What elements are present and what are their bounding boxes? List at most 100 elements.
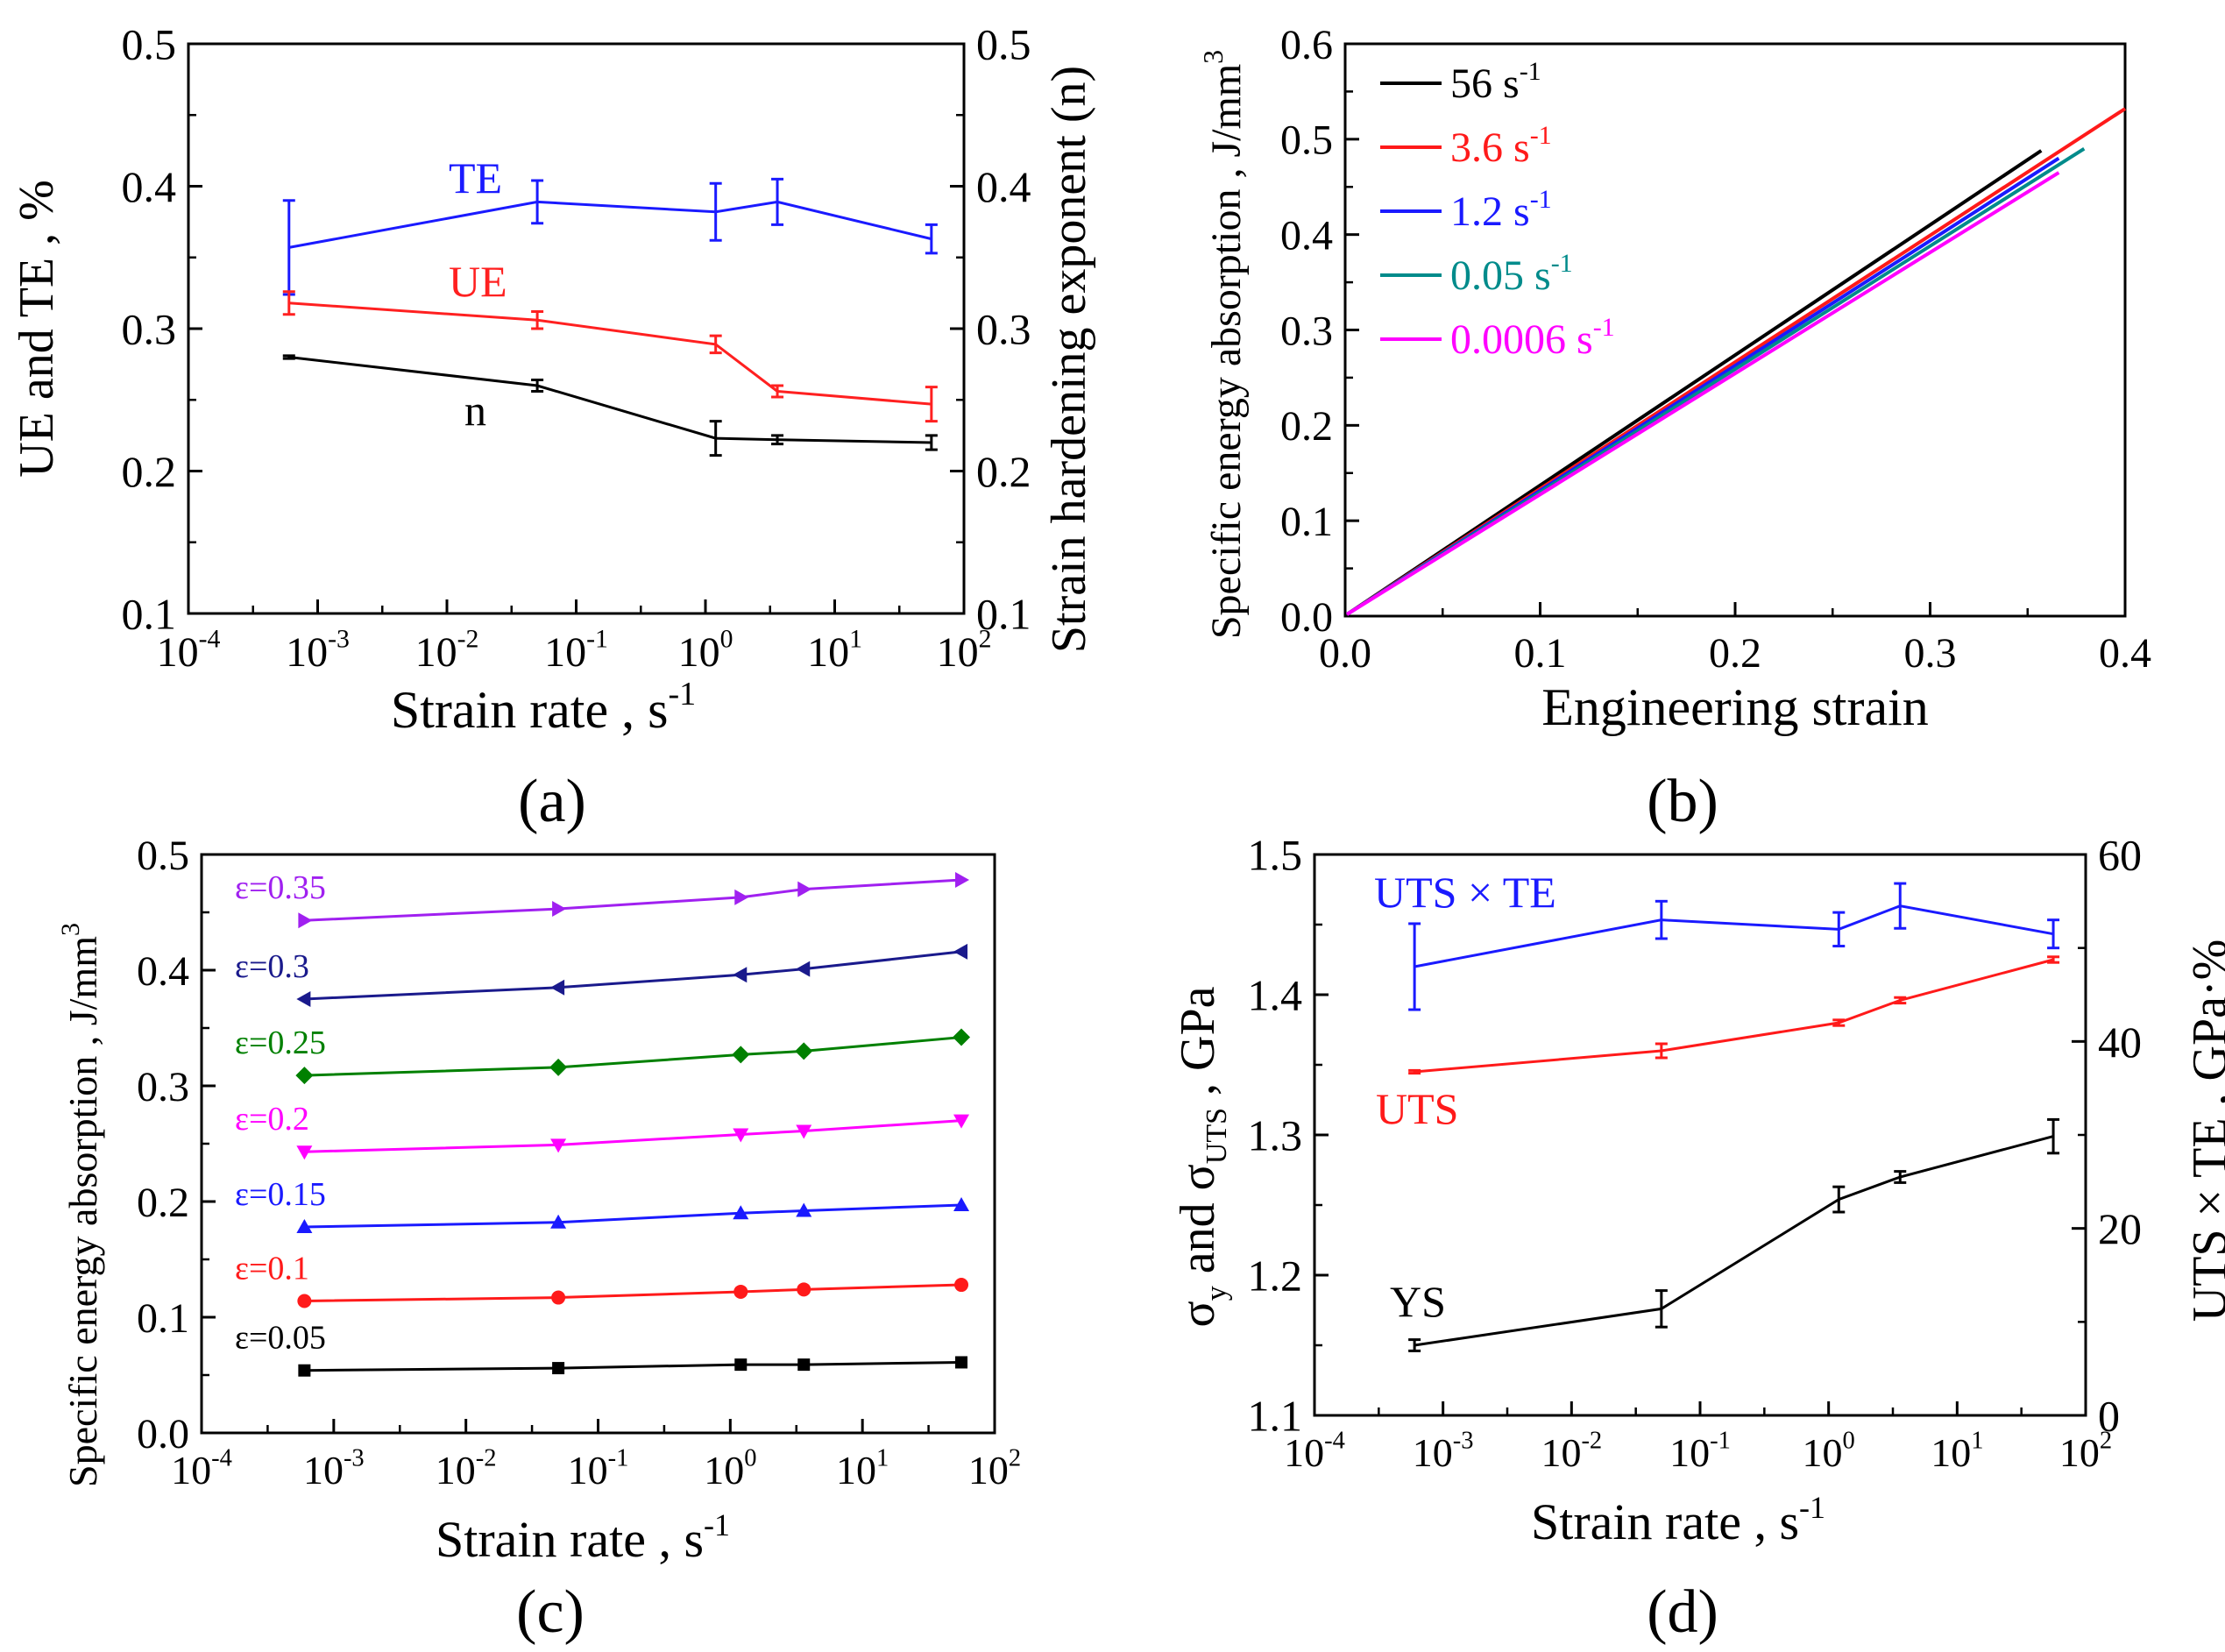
panel-c-xtick-label: 100 [704,1444,756,1492]
panel-a-ytick-label: 0.1 [122,590,177,639]
series-marker [552,1362,565,1375]
panel-b-xtick-label: 0.1 [1514,630,1567,677]
series-marker [953,943,968,960]
panel-a-ytick-label: 0.5 [122,20,177,69]
series-marker [797,881,812,897]
panel-a-xlabel: Strain rate , s-1 [391,676,696,739]
panel-d-xtick-label: 10-3 [1413,1427,1474,1475]
series-label: ε=0.3 [235,948,309,985]
series-label: ε=0.35 [235,869,326,906]
series-curve [1345,171,2060,616]
series-marker [550,1138,567,1153]
panel-b-ytick-label: 0.2 [1280,403,1333,450]
series-ue-line [288,301,932,406]
series-marker [732,1046,750,1064]
series-marker [296,1145,313,1160]
panel-d-xlabel: Strain rate , s-1 [1531,1490,1825,1550]
panel-c-ylabel: Specific energy absorption , J/mm3 [56,923,105,1487]
panel-b-xlabel: Engineering strain [1541,678,1929,736]
annotation-te: TE [449,153,502,202]
series-marker [298,912,313,929]
panel-a-ytick-label: 0.4 [122,162,177,211]
legend-label: 56 s-1 [1450,57,1541,107]
panel-b-ylabel: Specific energy absorption , J/mm3 [1197,50,1250,639]
panel-d-y2tick-label: 60 [2098,831,2142,880]
panel-b-xtick-label: 0.4 [2099,630,2151,677]
panel-c-ytick-label: 0.4 [137,948,189,995]
series-marker [733,1284,748,1299]
panel-d-xtick-label: 102 [2059,1427,2112,1475]
panel-a-label: (a) [518,768,586,835]
series-line [304,1203,962,1229]
panel-c-label: (c) [516,1578,585,1646]
panel-c-ytick-label: 0.2 [137,1180,189,1226]
panel-d-ylabel: σy and σUTS , GPa [1171,986,1233,1327]
panel-a: UE and TE , % Strain hardening exponent … [10,20,1096,836]
panel-a-ytick-label: 0.3 [122,305,177,354]
panel-a-xtick-label: 10-4 [157,624,221,676]
series-marker [296,991,311,1007]
panel-d: σy and σUTS , GPa UTS × TE , GPa·% Strai… [1171,831,2225,1647]
panel-b-xtick-label: 0.2 [1709,630,1761,677]
panel-b-ytick-label: 0.3 [1280,308,1333,354]
panel-a-xtick-label: 100 [678,624,733,676]
series-line [304,1283,962,1303]
series-marker [296,1219,313,1234]
series-line [304,1036,962,1077]
panel-b-ytick-label: 0.6 [1280,22,1333,68]
panel-d-label: (d) [1647,1578,1718,1646]
panel-a-frame [187,42,966,615]
panel-d-y2tick-label: 20 [2098,1204,2142,1253]
panel-a-y2tick-label: 0.1 [976,590,1031,639]
panel-d-ytick-label: 1.3 [1248,1111,1303,1160]
panel-c: Specific energy absorption , J/mm3 Strai… [56,833,1021,1646]
series-marker [796,1202,812,1217]
panel-a-y2tick-label: 0.5 [976,20,1031,69]
panel-b-ytick-label: 0.5 [1280,117,1333,164]
series-marker [953,1196,970,1211]
series-marker [954,1278,969,1293]
panel-d-xtick-label: 10-2 [1541,1427,1602,1475]
panel-c-xtick-label: 10-3 [303,1444,365,1492]
series-marker [953,1114,970,1129]
panel-c-ytick-label: 0.1 [137,1295,189,1342]
series-line [304,1360,962,1372]
panel-d-ytick-label: 1.5 [1248,831,1303,880]
panel-d-y2tick-label: 40 [2098,1017,2142,1067]
series-marker [297,1294,312,1308]
series-uts-line [1414,958,2054,1074]
panel-b-ytick-label: 0.4 [1280,212,1333,259]
legend-label: 0.0006 s-1 [1450,313,1615,363]
annotation-n: n [464,386,486,435]
series-marker [797,1282,811,1297]
panel-b-ytick-label: 0.1 [1280,499,1333,545]
panel-c-ytick-label: 0.5 [137,833,189,879]
annotation-ys: YS [1390,1277,1446,1326]
series-marker [733,1128,749,1143]
panel-d-xtick-label: 101 [1931,1427,1983,1475]
series-marker [550,1214,567,1229]
series-marker [955,1356,968,1369]
panel-a-y2tick-label: 0.4 [976,162,1031,211]
panel-b-label: (b) [1647,768,1718,835]
panel-a-xtick-label: 102 [937,624,992,676]
series-marker [295,1067,314,1085]
panel-a-y2label: Strain hardening exponent (n) [1042,66,1096,653]
panel-a-xtick-label: 10-1 [544,624,608,676]
panel-a-ylabel: UE and TE , % [10,180,64,478]
series-line [304,950,962,1001]
series-label: ε=0.25 [235,1025,326,1061]
panel-c-xtick-label: 10-1 [568,1444,629,1492]
panel-a-y2tick-label: 0.3 [976,305,1031,354]
series-marker [796,961,811,977]
annotation-uts: UTS [1376,1084,1458,1133]
panel-a-xtick-label: 101 [807,624,862,676]
panel-c-xtick-label: 102 [968,1444,1021,1492]
panel-d-xtick-label: 100 [1803,1427,1855,1475]
panel-a-y2tick-label: 0.2 [976,447,1031,496]
panel-b-xtick-label: 0.3 [1904,630,1957,677]
panel-d-xtick-label: 10-4 [1284,1427,1345,1475]
series-marker [551,1290,566,1305]
series-label: ε=0.2 [235,1101,309,1138]
